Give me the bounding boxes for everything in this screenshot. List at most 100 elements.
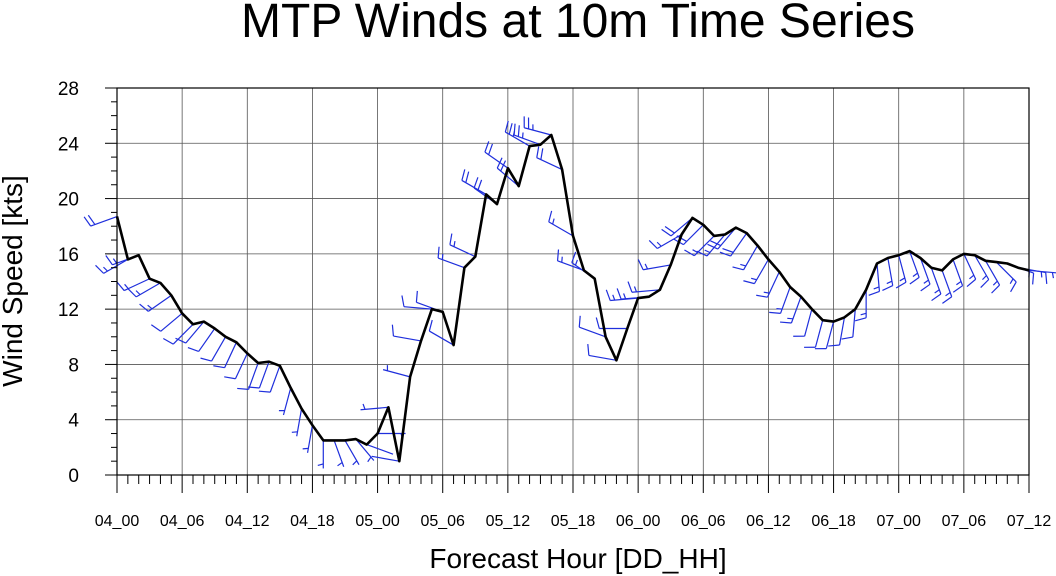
barb-feather — [605, 289, 611, 301]
barb-shaft — [382, 369, 411, 378]
barb-shaft — [693, 235, 715, 257]
y-tick-label: 4 — [68, 411, 79, 432]
wind-barb — [371, 455, 400, 462]
barb-shaft — [513, 134, 541, 146]
y-tick-label: 8 — [68, 355, 79, 376]
barb-shaft — [683, 224, 704, 246]
barb-shaft — [780, 286, 791, 314]
barb-half-feather — [112, 258, 118, 264]
wind-barb — [769, 286, 791, 314]
barb-shaft — [643, 264, 671, 271]
barb-feather — [187, 347, 199, 352]
barb-feather — [536, 146, 540, 158]
barb-half-feather — [860, 312, 867, 316]
wind-barb — [974, 254, 990, 289]
barb-half-feather — [291, 431, 298, 433]
barb-feather — [571, 251, 577, 263]
barb-feather — [1010, 281, 1017, 293]
wind-barb — [919, 257, 931, 292]
wind-barb — [756, 271, 780, 298]
barb-half-feather — [367, 456, 372, 463]
barb-feather — [980, 279, 990, 289]
chart-title: MTP Winds at 10m Time Series — [241, 0, 915, 48]
barb-half-feather — [612, 294, 616, 301]
barb-feather — [127, 288, 137, 298]
barb-half-feather — [873, 286, 880, 290]
x-tick-label: 06_12 — [746, 513, 791, 530]
wind-barb — [291, 408, 303, 437]
x-tick-label: 07_06 — [942, 513, 987, 530]
barb-half-feather — [751, 277, 757, 281]
barb-shaft — [963, 253, 977, 280]
wind-barb — [963, 253, 977, 288]
barb-feather — [556, 249, 560, 261]
barb-shaft — [371, 455, 400, 462]
barb-shaft — [355, 438, 375, 461]
wind-barb — [587, 344, 617, 361]
barb-feather — [1045, 272, 1048, 284]
wind-barb — [637, 259, 671, 271]
barb-half-feather — [352, 460, 358, 466]
wind-barb — [333, 440, 345, 467]
barb-feather — [258, 390, 271, 393]
barb-feather — [517, 125, 520, 137]
barb-half-feather — [103, 266, 108, 272]
barb-feather — [415, 290, 418, 303]
wind-barb — [83, 214, 118, 227]
barb-feather — [942, 296, 953, 304]
barb-shaft — [306, 425, 314, 453]
x-tick-label: 07_00 — [876, 513, 921, 530]
barb-feather — [1032, 273, 1035, 285]
barb-feather — [461, 169, 466, 181]
barb-half-feather — [886, 280, 893, 285]
wind-barb — [484, 141, 509, 169]
barb-feather — [661, 228, 672, 237]
barb-shaft — [234, 353, 248, 380]
barb-feather — [428, 319, 433, 332]
barb-shaft — [919, 257, 931, 285]
barb-half-feather — [135, 290, 141, 296]
wind-barb — [391, 324, 422, 342]
barb-half-feather — [956, 280, 962, 286]
barb-half-feather — [982, 275, 987, 281]
barb-shaft — [449, 244, 476, 258]
barb-shaft — [631, 289, 660, 293]
wind-barb — [523, 116, 552, 136]
y-tick-label: 20 — [58, 190, 79, 211]
barb-shaft — [887, 257, 894, 286]
wind-barb — [930, 267, 942, 302]
barb-feather — [627, 281, 633, 293]
barb-feather — [150, 324, 162, 332]
barb-feather — [200, 357, 212, 362]
barb-shaft — [952, 259, 964, 286]
barb-half-feather — [692, 249, 698, 254]
barb-feather — [931, 293, 942, 302]
barb-feather — [895, 281, 907, 289]
barb-shaft — [496, 167, 520, 187]
barb-feather — [828, 344, 840, 347]
barb-half-feather — [574, 259, 578, 266]
wind-barb — [780, 296, 802, 324]
barb-shaft — [579, 326, 606, 338]
barb-feather — [401, 295, 405, 307]
x-tick-label: 04_18 — [290, 513, 335, 530]
wind-barb — [536, 146, 563, 171]
wind-barb — [213, 342, 237, 369]
wind-barb — [952, 259, 964, 293]
barb-feather — [163, 337, 174, 345]
barb-half-feather — [362, 403, 366, 410]
barb-feather — [868, 290, 880, 296]
barb-feather — [500, 160, 507, 172]
barb-feather — [676, 235, 687, 242]
barb-shaft — [258, 361, 270, 389]
wind-barb — [366, 444, 394, 455]
barb-feather — [710, 240, 722, 247]
x-tick-label: 04_06 — [160, 513, 205, 530]
barb-feather — [496, 157, 503, 169]
x-axis-ticks: 04_00 04_06 04_12 04_18 05_00 05_06 05_12 05_18… — [95, 475, 1051, 530]
y-axis-ticks: 0 4 8 12 16 20 24 28 — [58, 79, 117, 487]
barb-shaft — [224, 342, 237, 368]
barb-feather — [540, 148, 544, 160]
barb-feather — [722, 247, 734, 253]
x-tick-label: 06_18 — [811, 513, 856, 530]
